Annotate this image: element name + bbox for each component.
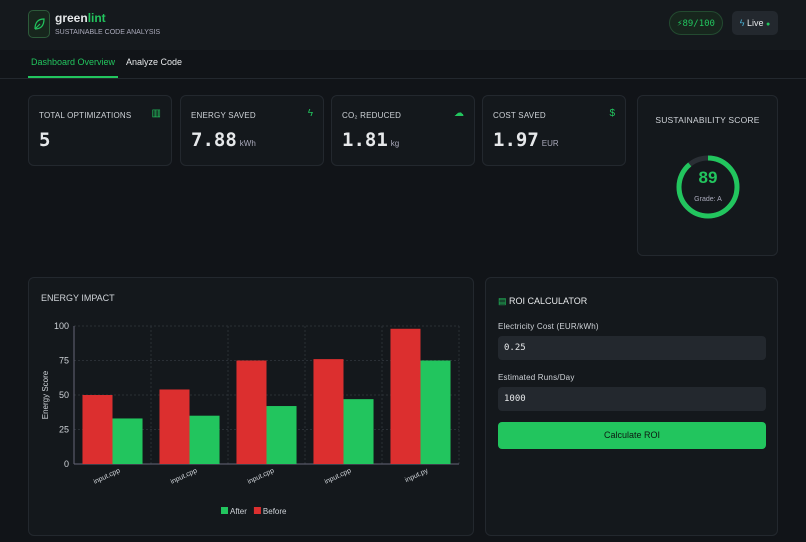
stat-value: 5 [39, 129, 50, 151]
field-label: Electricity Cost (EUR/kWh) [498, 322, 599, 331]
bar [82, 395, 113, 464]
stat-value: 1.81 kg [342, 129, 399, 151]
score-card: SUSTAINABILITY SCORE 89 Grade: A [637, 95, 778, 256]
logo-icon [34, 18, 45, 30]
badge-max: 100 [698, 19, 715, 29]
badge-score: 89 [682, 19, 694, 29]
stat-icon: ϟ [307, 108, 313, 119]
y-tick-label: 75 [59, 356, 69, 366]
stat-unit: EUR [541, 139, 559, 148]
brand: greenlint [55, 11, 106, 25]
bar [390, 328, 421, 464]
bar [236, 360, 267, 464]
header: greenlint SUSTAINABLE CODE ANALYSIS ⚡891… [0, 0, 806, 50]
stat-value: 1.97 EUR [493, 129, 559, 151]
legend-swatch [253, 507, 261, 514]
bar [112, 418, 143, 464]
live-button[interactable]: ϟ Live ● [732, 11, 778, 35]
y-tick-label: 0 [64, 459, 69, 469]
y-axis-label: Energy Score [41, 370, 50, 419]
score-badge: ⚡89100 [669, 11, 723, 35]
tabs: Dashboard Overview Analyze Code [0, 50, 806, 79]
bar [343, 399, 374, 464]
stat-label: ENERGY SAVED [191, 111, 256, 120]
roi-title-text: ROI CALCULATOR [509, 296, 588, 306]
legend-swatch [221, 507, 228, 514]
x-tick-label: input.cpp [93, 467, 122, 485]
roi-title: ▤ ROI CALCULATOR [498, 296, 588, 306]
stat-number: 1.81 [342, 129, 388, 151]
chart: ENERGY IMPACT 0 25 50 75 100 Energy Score inpu… [41, 293, 460, 516]
stat-label: COST SAVED [493, 111, 546, 120]
brand-text: green [55, 11, 88, 25]
bar [266, 406, 297, 464]
stat-icon: ☁ [454, 108, 464, 119]
score-ring: 89 Grade: A [676, 155, 740, 219]
runs-input[interactable]: 1000 [498, 387, 766, 411]
stat-number: 5 [39, 129, 51, 151]
stat-value: 7.88 kWh [191, 129, 256, 151]
badge-sep [693, 19, 698, 29]
chart-title: ENERGY IMPACT [41, 293, 115, 303]
stat-unit: kg [390, 139, 400, 148]
live-text: Live [747, 18, 764, 28]
bar [313, 359, 344, 464]
stat-label: CO₂ REDUCED [342, 111, 402, 120]
stat-card: ENERGY SAVED ϟ 7.88 kWh [180, 95, 324, 166]
stat-card: TOTAL OPTIMIZATIONS ▥ 5 [28, 95, 172, 166]
ring-arc [676, 155, 740, 219]
y-tick-label: 25 [59, 425, 69, 435]
bar [189, 415, 220, 464]
legend-label: After [230, 507, 247, 516]
stat-unit: kWh [239, 139, 256, 148]
calculate-button[interactable]: Calculate ROI [498, 422, 766, 449]
roi-card: ▤ ROI CALCULATOR Electricity Cost (EUR/k… [485, 277, 778, 536]
stat-number: 7.88 [191, 129, 237, 151]
x-tick-label: input.cpp [247, 467, 276, 485]
tab[interactable]: Analyze Code [125, 57, 183, 67]
score-value: 89 [699, 168, 718, 187]
logo [28, 10, 50, 38]
score-title: SUSTAINABILITY SCORE [655, 115, 760, 125]
bar [420, 360, 451, 464]
stat-label: TOTAL OPTIMIZATIONS [39, 111, 132, 120]
bar [159, 389, 190, 464]
score-grade: Grade: A [694, 196, 722, 203]
x-tick-label: input.cpp [324, 467, 353, 485]
stat-card: CO₂ REDUCED ☁ 1.81 kg [331, 95, 475, 166]
subtitle: SUSTAINABLE CODE ANALYSIS [55, 29, 161, 36]
x-tick-label: input.cpp [170, 467, 199, 485]
x-tick-label: input.py [404, 467, 430, 484]
stat-card: COST SAVED $ 1.97 EUR [482, 95, 626, 166]
brand-accent: lint [87, 11, 106, 25]
y-tick-label: 100 [54, 321, 69, 331]
chart-card: ENERGY IMPACT 0 25 50 75 100 Energy Score inpu… [28, 277, 474, 536]
legend-label: Before [263, 507, 287, 516]
cost-input[interactable]: 0.25 [498, 336, 766, 360]
field-label: Estimated Runs/Day [498, 373, 575, 382]
stat-icon: ▥ [151, 108, 161, 119]
stat-number: 1.97 [493, 129, 539, 151]
y-tick-label: 50 [59, 390, 69, 400]
tab[interactable]: Dashboard Overview [28, 50, 118, 78]
stat-icon: $ [609, 108, 615, 119]
